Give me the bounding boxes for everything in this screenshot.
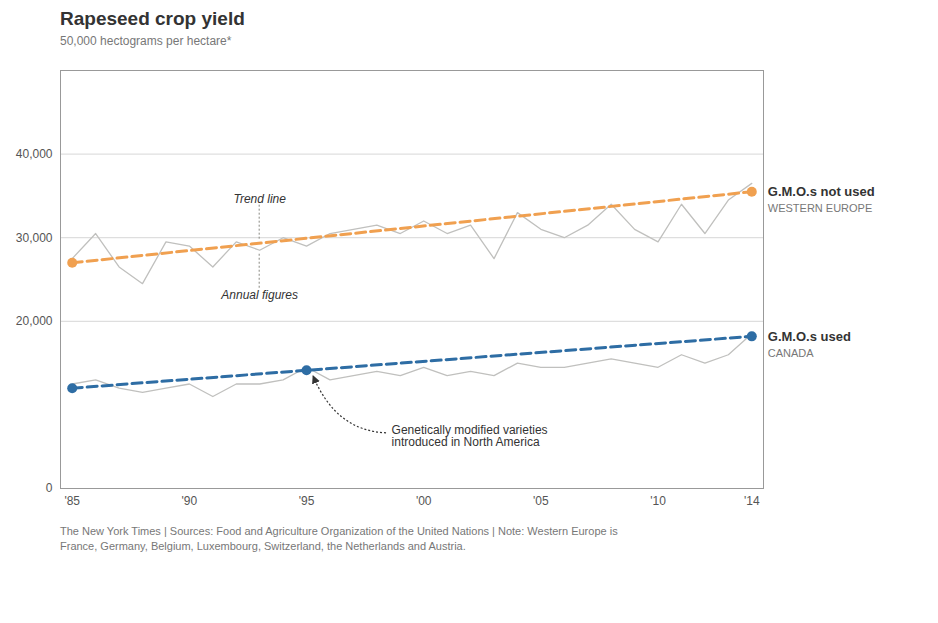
svg-text:G.M.O.s used: G.M.O.s used: [768, 329, 851, 344]
svg-text:30,000: 30,000: [16, 231, 53, 245]
svg-text:'95: '95: [299, 494, 315, 508]
svg-text:20,000: 20,000: [16, 314, 53, 328]
svg-text:'85: '85: [64, 494, 80, 508]
svg-text:G.M.O.s not used: G.M.O.s not used: [768, 184, 875, 199]
html-text:The New York Times | Sources:: The New York Times | Sources: Food and A…: [60, 525, 618, 552]
svg-text:CANADA: CANADA: [768, 347, 815, 359]
svg-text:'10: '10: [650, 494, 666, 508]
svg-text:Annual figures: Annual figures: [220, 288, 298, 302]
html-text:50,000 hectograms per hectare*: 50,000 hectograms per hectare*: [60, 34, 232, 48]
svg-text:Trend line: Trend line: [233, 192, 286, 206]
svg-text:'14: '14: [744, 494, 760, 508]
svg-text:0: 0: [46, 481, 53, 495]
svg-text:WESTERN EUROPE: WESTERN EUROPE: [768, 202, 873, 214]
svg-text:40,000: 40,000: [16, 147, 53, 161]
svg-text:'90: '90: [182, 494, 198, 508]
svg-text:Genetically modified varieties: Genetically modified varietiesintroduced…: [392, 423, 548, 449]
html-text:Rapeseed crop yield: Rapeseed crop yield: [60, 8, 245, 29]
svg-text:'00: '00: [416, 494, 432, 508]
svg-text:'05: '05: [533, 494, 549, 508]
